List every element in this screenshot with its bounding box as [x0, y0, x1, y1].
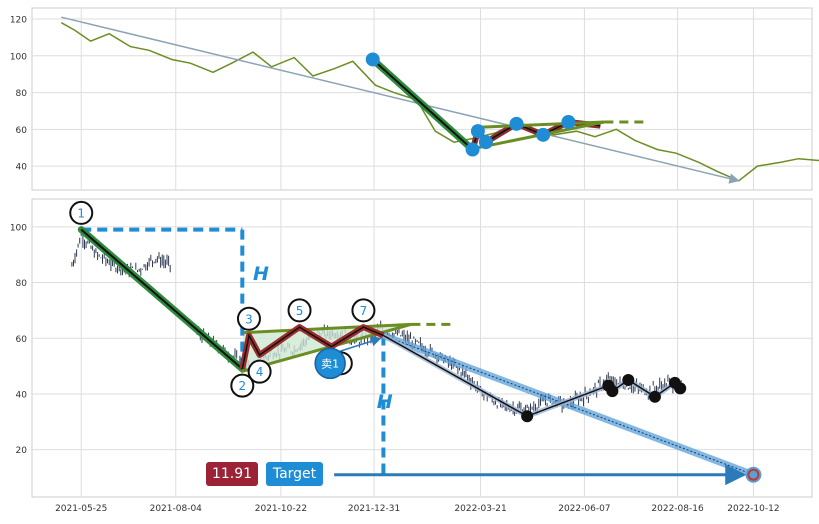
pivot-label-circle [236, 306, 261, 331]
actual-point [606, 385, 619, 398]
projection-leg-inner [383, 334, 754, 476]
y-tick-label: 80 [16, 89, 28, 99]
pivot-label: 3 [245, 312, 253, 326]
x-tick-label: 2021-05-25 [55, 504, 107, 514]
actual-point [521, 410, 534, 423]
y-tick-label: 60 [16, 335, 28, 345]
y-tick-label: 40 [16, 390, 28, 400]
actual-point [622, 374, 635, 387]
h-label: H [253, 263, 269, 285]
y-tick-label: 80 [16, 279, 28, 289]
x-tick-label: 2022-08-16 [651, 504, 704, 514]
pivot-label: 2 [238, 379, 246, 393]
y-tick-label: 40 [16, 163, 28, 173]
pivot-label: 7 [360, 304, 368, 318]
pivot-label-circle [351, 298, 376, 323]
leg-inner [372, 58, 474, 151]
pivot-label-circle [247, 359, 272, 384]
price-badge: 11.91 [206, 462, 258, 486]
price-line [60, 22, 819, 182]
y-tick-label: 100 [10, 223, 27, 233]
pattern-upper-line [472, 120, 605, 129]
pattern-upper-line [243, 322, 412, 335]
sell-marker-label: 卖1 [321, 357, 339, 370]
pivot-label-circle [230, 373, 255, 398]
y-tick-label: 20 [16, 446, 28, 456]
sell-marker-circle [314, 347, 346, 380]
pivot-label: 1 [77, 206, 85, 220]
actual-point [674, 382, 687, 395]
pivot-point [365, 52, 380, 67]
pivot-point [470, 124, 485, 139]
x-tick-label: 2022-06-07 [558, 504, 610, 514]
x-tick-label: 2021-12-31 [348, 504, 400, 514]
pivot-point [465, 142, 480, 157]
leg-inner [80, 228, 243, 370]
actual-point [648, 390, 661, 403]
pivot-label: 5 [296, 304, 304, 318]
pivot-point [478, 135, 493, 150]
y-tick-label: 120 [10, 16, 27, 26]
y-tick-label: 100 [10, 52, 27, 62]
pivot-label: 4 [256, 365, 264, 379]
pivot-label-circle [69, 200, 94, 225]
x-tick-label: 2021-08-04 [150, 504, 203, 514]
x-tick-label: 2022-10-12 [727, 504, 779, 514]
h-label: H [377, 391, 393, 413]
zigzag-inner [241, 326, 384, 370]
plot-area [31, 7, 813, 191]
x-tick-label: 2021-10-22 [255, 504, 307, 514]
target-point-ring [747, 468, 760, 481]
price-badge-text: 11.91 [211, 466, 253, 482]
trend-arrow [61, 16, 740, 184]
pivot-point [509, 116, 524, 131]
x-tick-label: 2022-03-21 [454, 504, 506, 514]
target-badge: Target [266, 462, 323, 486]
pivot-point [536, 127, 551, 142]
target-badge-text: Target [272, 466, 317, 482]
pivot-label-circle [287, 298, 312, 323]
y-tick-label: 60 [16, 126, 28, 136]
pivot-point [561, 114, 576, 129]
